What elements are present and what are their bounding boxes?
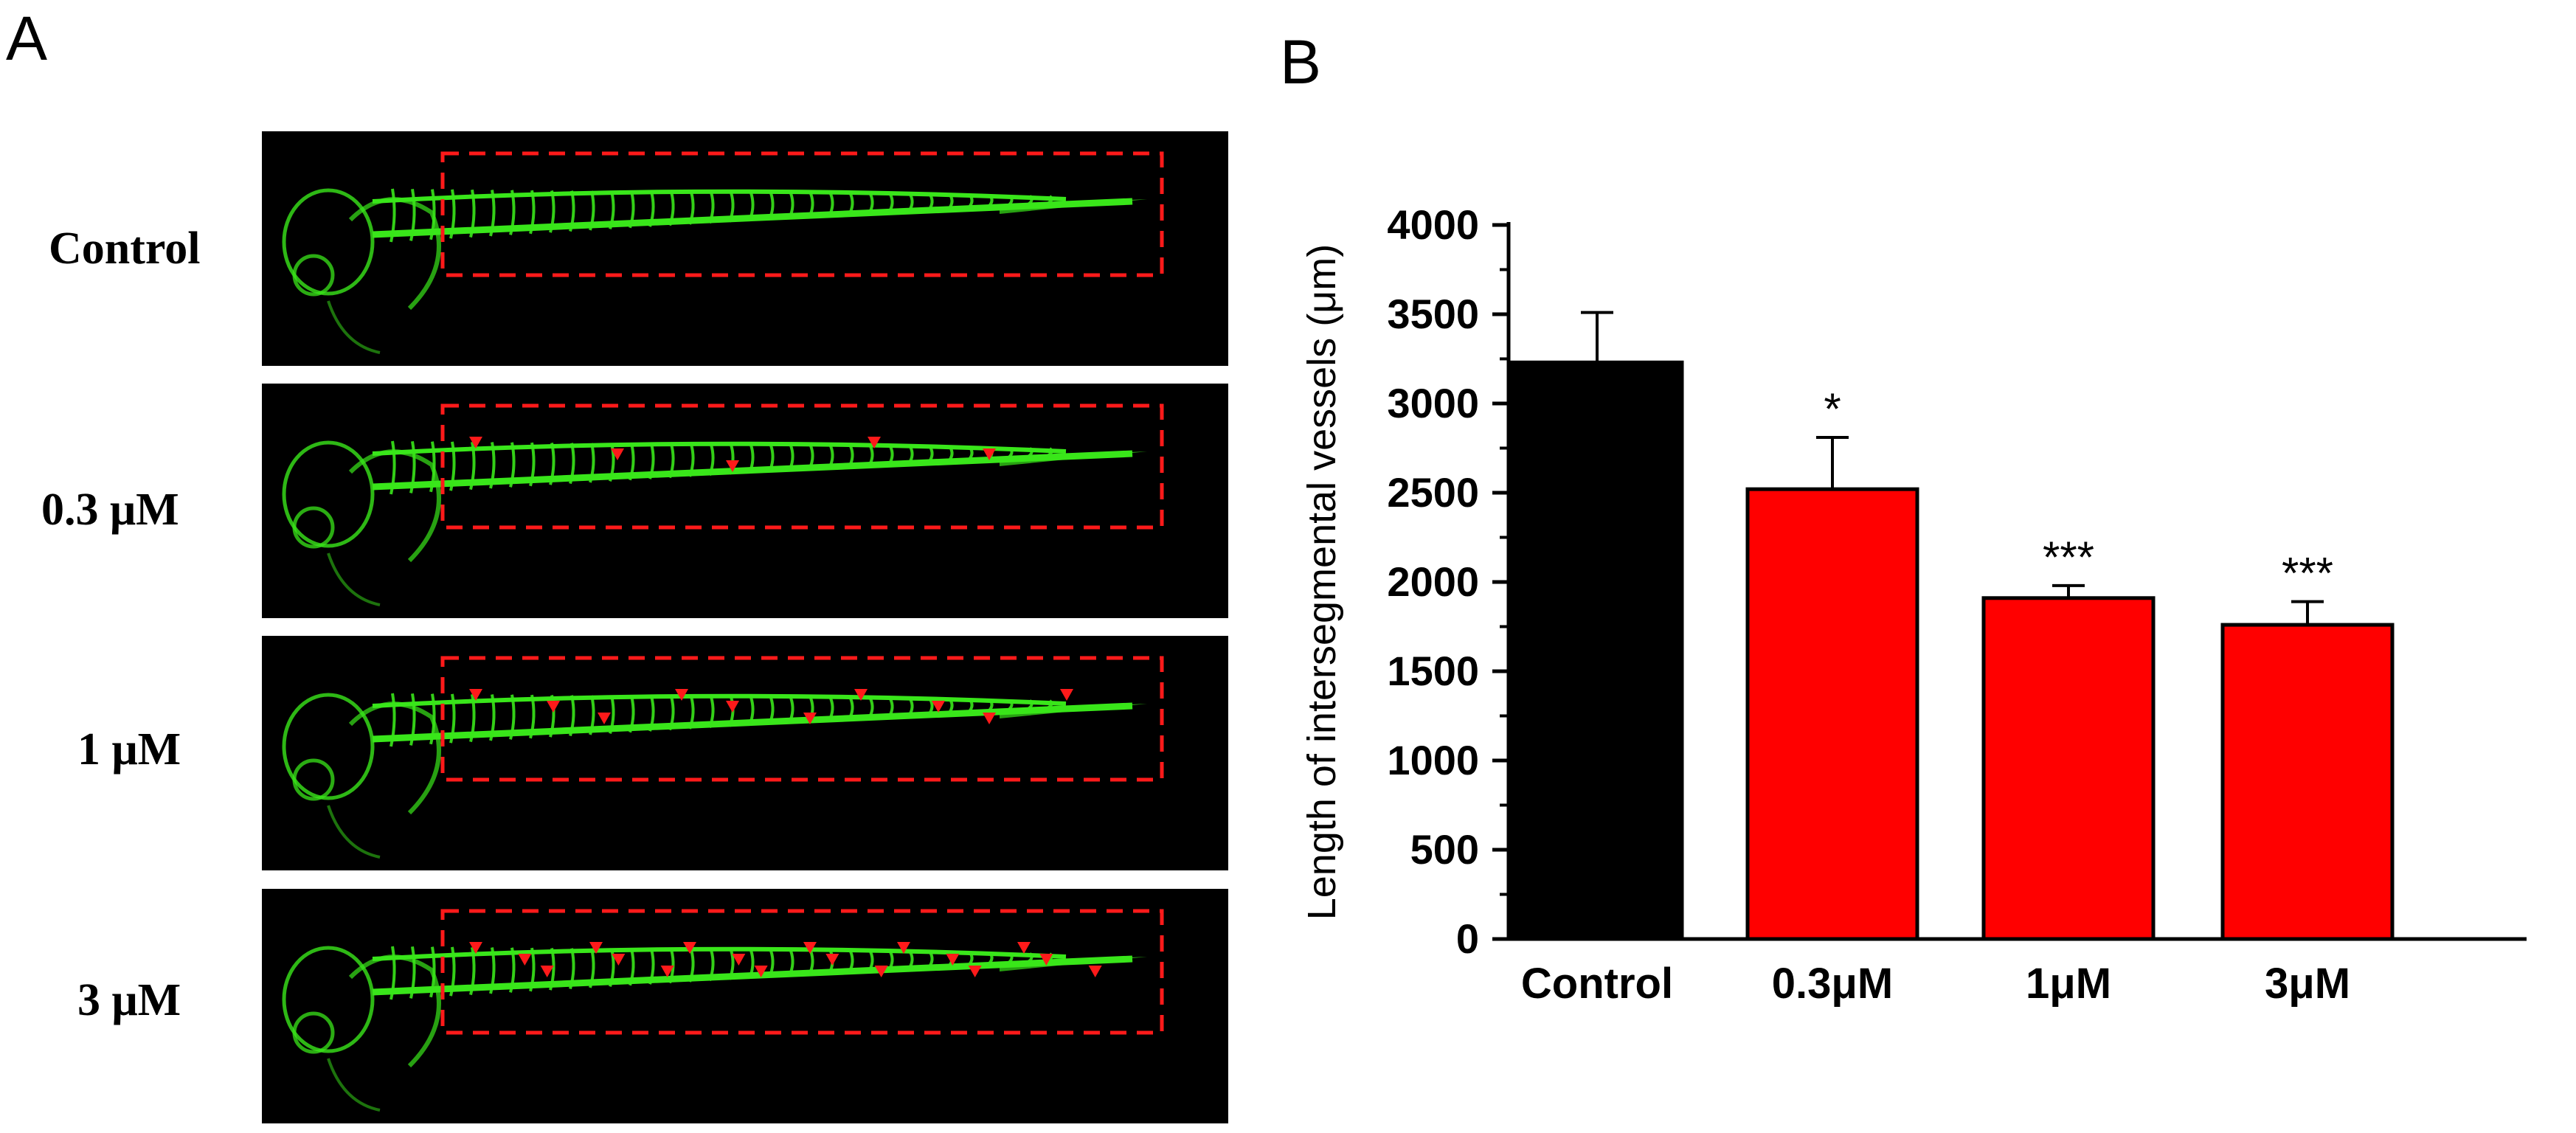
arrowhead-marker	[897, 942, 910, 954]
arrowhead-marker	[1060, 689, 1073, 701]
y-tick-label: 1500	[1387, 648, 1479, 694]
arrowhead-marker	[611, 448, 624, 460]
arrowhead-marker	[874, 966, 888, 977]
arrowhead-marker	[612, 954, 626, 966]
row-label-3um: 3 μM	[77, 975, 181, 1025]
y-tick-label: 2000	[1387, 558, 1479, 605]
arrowhead-marker	[518, 954, 532, 966]
micrograph-1um	[262, 636, 1228, 870]
arrowhead-marker	[547, 701, 560, 713]
arrowhead-marker	[803, 942, 817, 954]
arrowhead-marker	[932, 701, 945, 713]
arrowhead-marker	[683, 942, 696, 954]
row-label-0-3um: 0.3 μM	[41, 485, 179, 535]
arrowhead-marker	[469, 942, 482, 954]
arrowhead-marker	[983, 713, 996, 724]
arrowhead-marker	[660, 966, 674, 977]
arrowhead-marker	[726, 460, 739, 472]
significance-label: ***	[2043, 533, 2094, 582]
zebrafish-vasculature	[282, 946, 1147, 1112]
arrowhead-marker	[754, 966, 768, 977]
panel-b-label: B	[1280, 27, 1322, 97]
y-tick-label: 0	[1456, 915, 1479, 962]
roi-dashed-box	[440, 151, 1164, 277]
bar-chart: 0 500 1000 1500 2000 2500 3000 3500 4000 Length o…	[1300, 201, 2527, 1008]
zebrafish-vasculature	[282, 188, 1147, 354]
y-tick-label: 1000	[1387, 737, 1479, 783]
arrowhead-marker	[983, 448, 996, 460]
x-category-label: 3μM	[2265, 960, 2350, 1008]
arrowhead-marker	[854, 689, 868, 701]
row-label-control: Control	[49, 224, 201, 274]
arrowhead-marker	[469, 437, 482, 448]
y-tick-label: 3500	[1387, 291, 1479, 337]
panel-a-label: A	[6, 4, 48, 73]
y-axis-title: Length of intersegmental vessels (μm)	[1300, 244, 1344, 921]
x-category-label: 1μM	[2026, 960, 2111, 1008]
roi-dashed-box	[440, 909, 1164, 1035]
significance-label: *	[1824, 384, 1841, 434]
bar-1μM	[1981, 596, 2156, 941]
arrowhead-marker	[968, 966, 982, 977]
row-label-1um: 1 μM	[77, 724, 181, 775]
arrowhead-marker	[946, 954, 960, 966]
zebrafish-vasculature	[282, 440, 1147, 606]
roi-dashed-box	[440, 656, 1164, 782]
roi-dashed-box	[440, 403, 1164, 530]
arrowhead-marker	[675, 689, 688, 701]
micrograph-0-3um	[262, 384, 1228, 618]
bar-Control	[1510, 360, 1684, 941]
bar-0.3μM	[1745, 487, 1919, 941]
y-tick-label: 4000	[1387, 201, 1479, 248]
arrowhead-marker	[598, 713, 611, 724]
arrowhead-marker	[803, 713, 817, 724]
arrowhead-marker	[1039, 954, 1053, 966]
micrograph-control	[262, 131, 1228, 366]
arrowhead-marker	[1017, 942, 1031, 954]
arrowhead-marker	[726, 701, 739, 713]
arrowhead-marker	[1088, 966, 1102, 977]
significance-label: ***	[2282, 549, 2333, 598]
micrograph-3um	[262, 889, 1228, 1123]
arrowhead-marker	[469, 689, 482, 701]
x-category-label: Control	[1521, 960, 1673, 1008]
arrowhead-marker	[589, 942, 603, 954]
bar-3μM	[2220, 623, 2395, 941]
x-category-label: 0.3μM	[1772, 960, 1893, 1008]
y-tick-label: 500	[1410, 826, 1479, 873]
y-tick-label: 2500	[1387, 469, 1479, 516]
y-tick-label: 3000	[1387, 380, 1479, 426]
arrowhead-marker	[732, 954, 746, 966]
arrowhead-marker	[540, 966, 554, 977]
arrowhead-marker	[825, 954, 839, 966]
zebrafish-vasculature	[282, 693, 1147, 859]
arrowhead-marker	[868, 437, 881, 448]
